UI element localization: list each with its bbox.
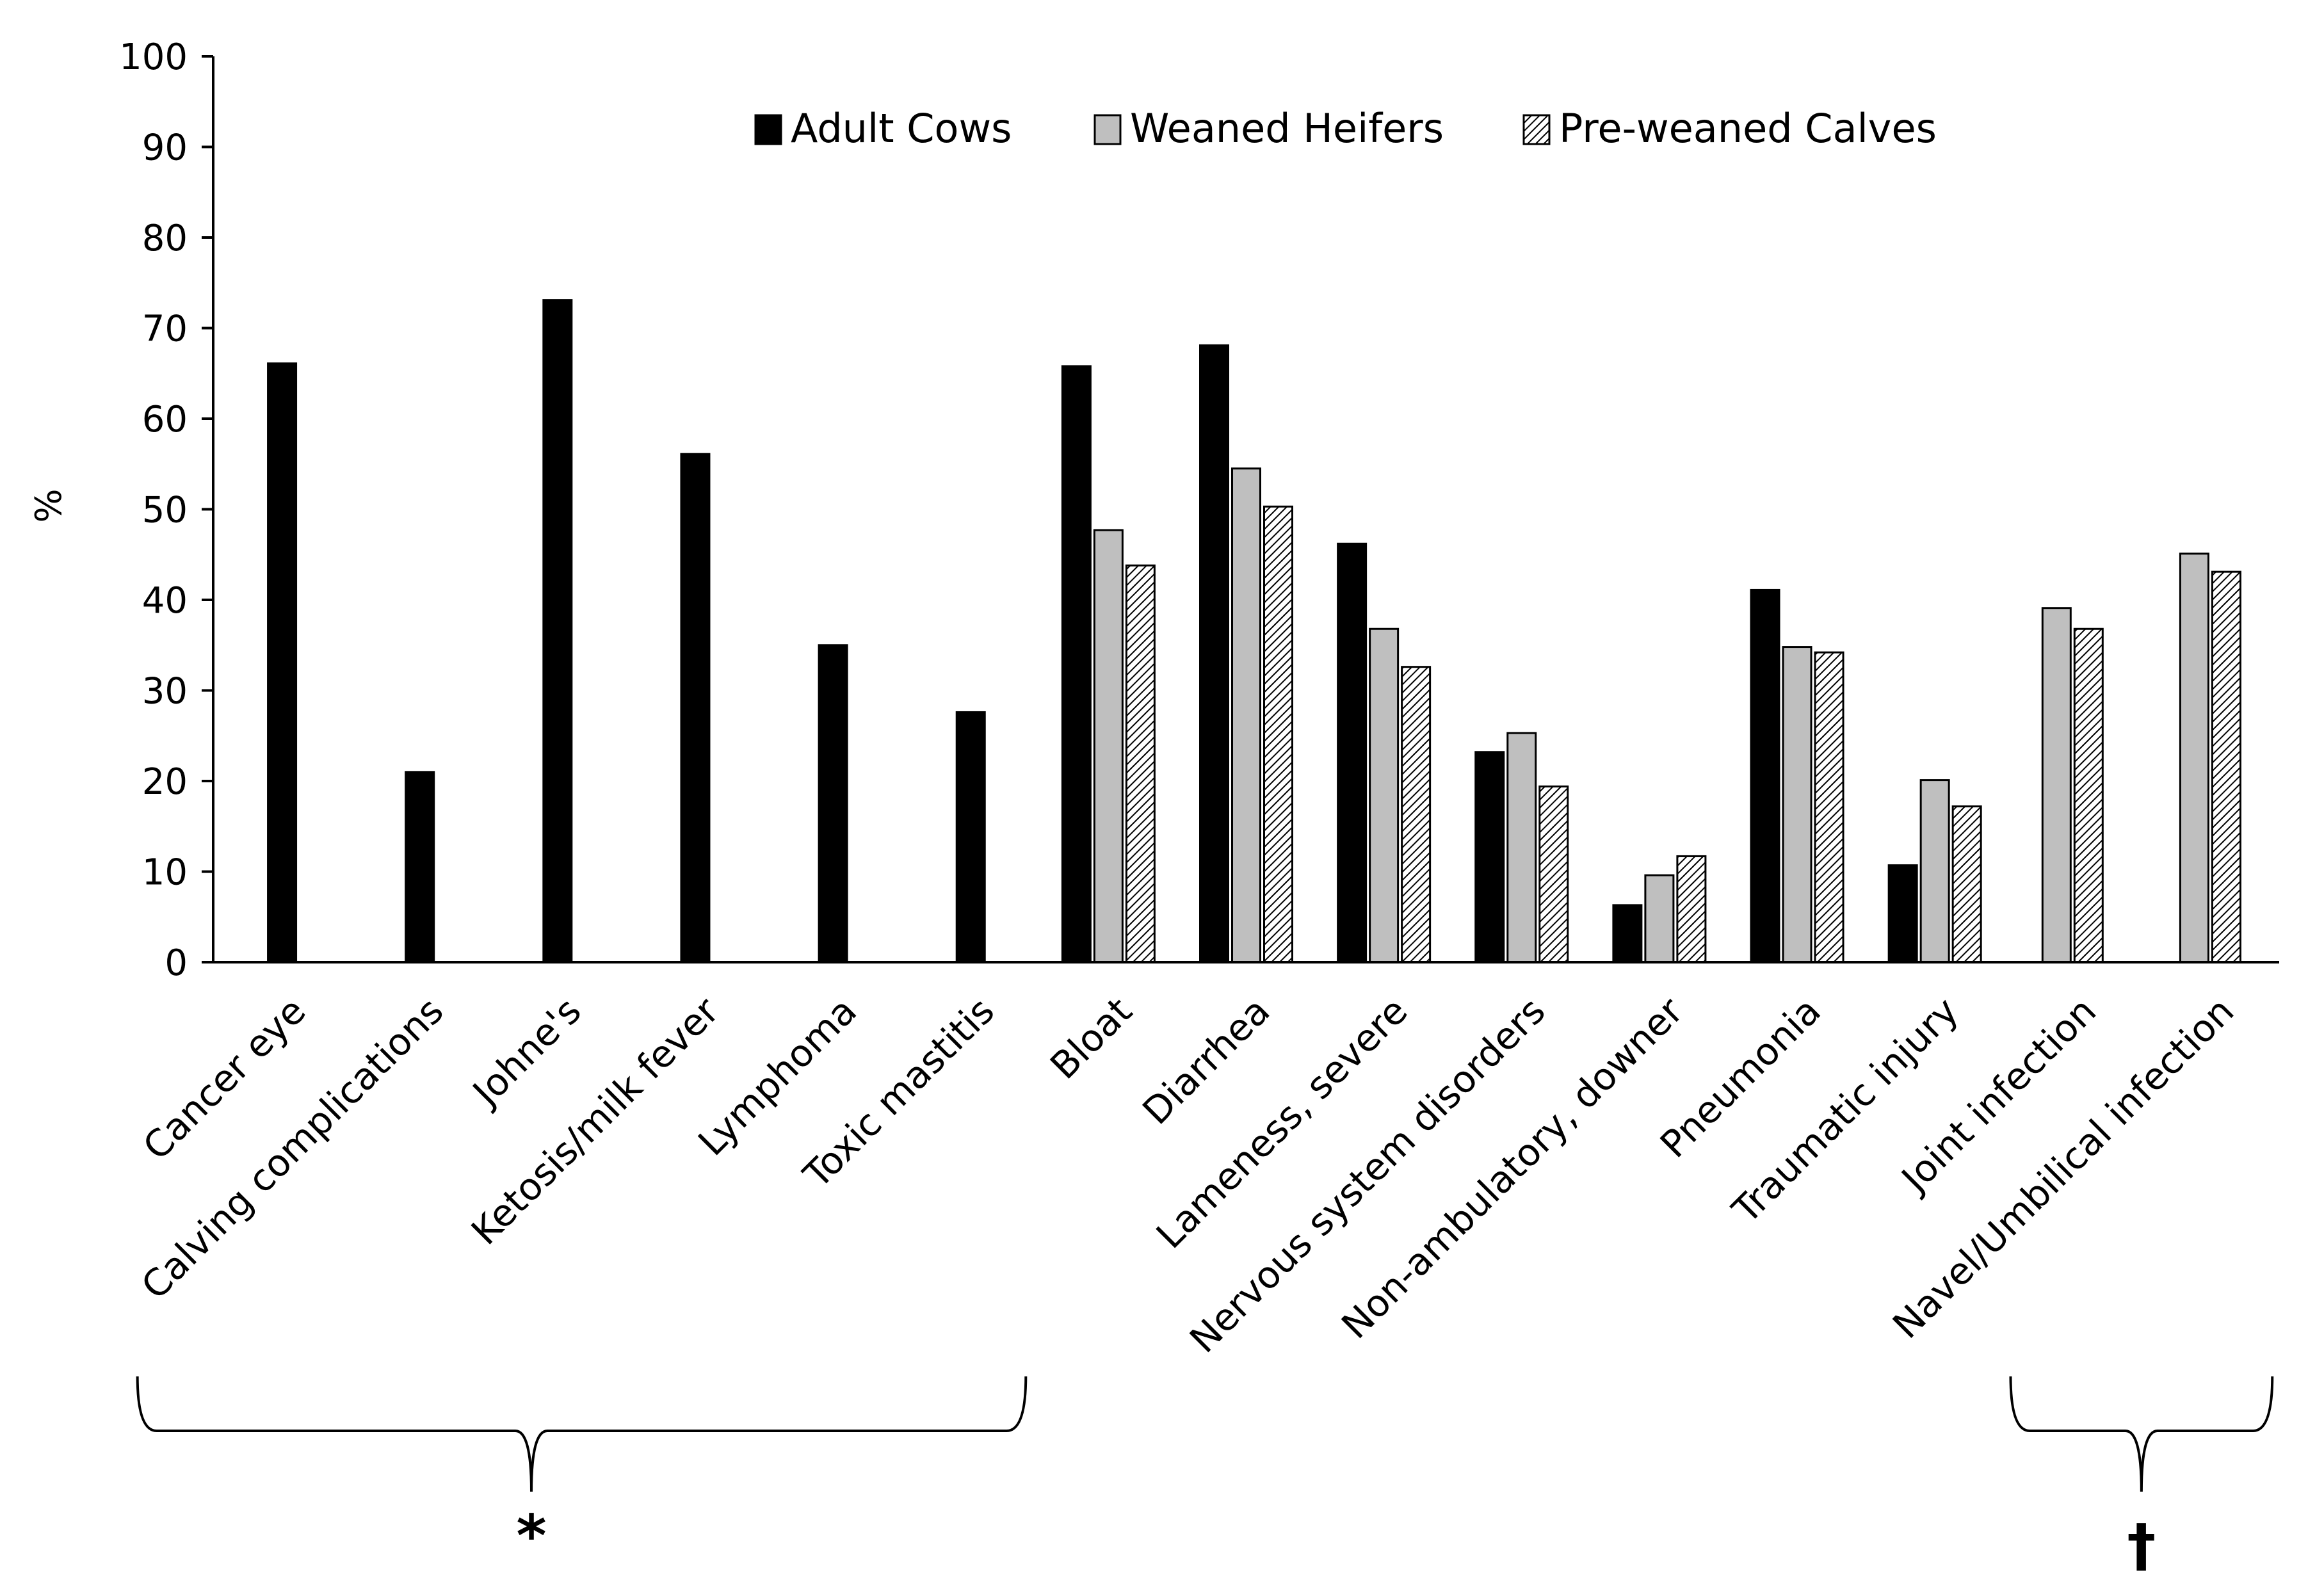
legend-swatch: [1522, 114, 1551, 145]
bar-pre-weaned-calves: [2073, 627, 2104, 963]
bar-pre-weaned-calves: [1676, 855, 1707, 963]
legend-swatch: [1093, 114, 1122, 145]
y-axis: 0 10 20 30 40 50 60 70 80 90 100: [119, 36, 214, 984]
legend-label: Pre-weaned Calves: [1559, 105, 1937, 152]
x-category-label: Bloat: [1042, 989, 1140, 1088]
x-category-label: Johne's: [463, 989, 589, 1115]
bar-pre-weaned-calves: [1951, 805, 1982, 963]
y-tick-label: 60: [142, 399, 188, 440]
bar-pre-weaned-calves: [1814, 651, 1844, 963]
x-category-label: Lameness, severe: [1148, 989, 1416, 1257]
bar-adult-cows: [267, 362, 298, 963]
bar-adult-cows: [1061, 365, 1092, 963]
y-tick-label: 100: [119, 36, 188, 78]
bar-adult-cows: [542, 299, 573, 963]
bar-adult-cows: [1750, 588, 1780, 963]
annotations: * †: [136, 1376, 2274, 1579]
bar-weaned-heifers: [1506, 732, 1537, 963]
bar-adult-cows: [1474, 751, 1505, 963]
y-axis-label: %: [28, 488, 70, 522]
y-tick-label: 30: [142, 671, 188, 713]
bar-weaned-heifers: [1369, 627, 1400, 963]
y-tick-label: 10: [142, 852, 188, 894]
annotation-brace: [2009, 1376, 2274, 1492]
bar-adult-cows: [405, 771, 435, 963]
legend-label: Adult Cows: [791, 105, 1012, 152]
y-tick-label: 50: [142, 490, 188, 531]
bar-weaned-heifers: [1919, 779, 1950, 963]
bar-adult-cows: [1337, 542, 1368, 963]
y-tick-label: 40: [142, 580, 188, 622]
bar-weaned-heifers: [1782, 646, 1812, 963]
bar-weaned-heifers: [2179, 552, 2209, 963]
legend: Adult Cows Weaned Heifers Pre-weaned Calve…: [754, 105, 1937, 152]
y-tick-label: 0: [165, 942, 188, 984]
y-tick-label: 90: [142, 127, 188, 169]
legend-label: Weaned Heifers: [1130, 105, 1444, 152]
bar-pre-weaned-calves: [1538, 785, 1569, 963]
bar-adult-cows: [955, 711, 986, 963]
bar-pre-weaned-calves: [1125, 564, 1156, 963]
bar-adult-cows: [1612, 904, 1643, 963]
bars: [267, 299, 2241, 963]
bar-weaned-heifers: [1093, 529, 1124, 963]
x-category-label: Traumatic injury: [1723, 989, 1967, 1232]
bar-weaned-heifers: [1231, 467, 1261, 963]
bar-adult-cows: [818, 644, 848, 963]
legend-swatch: [754, 114, 782, 145]
y-tick-label: 80: [142, 218, 188, 259]
bar-adult-cows: [1887, 864, 1918, 963]
y-tick-label: 20: [142, 761, 188, 803]
y-tick-label: 70: [142, 309, 188, 350]
annotation-symbol: *: [516, 1503, 546, 1570]
bar-pre-weaned-calves: [2211, 570, 2241, 963]
bar-adult-cows: [1199, 344, 1229, 963]
annotation-brace: [136, 1376, 1028, 1492]
x-category-label: Ketosis/milk fever: [463, 989, 727, 1253]
bar-adult-cows: [680, 453, 711, 963]
bar-pre-weaned-calves: [1263, 505, 1293, 963]
bar-pre-weaned-calves: [1401, 666, 1432, 963]
x-category-label: Diarrhea: [1134, 989, 1279, 1133]
bar-weaned-heifers: [2041, 607, 2072, 963]
bar-weaned-heifers: [1644, 874, 1675, 963]
annotation-symbol: †: [2127, 1512, 2156, 1579]
